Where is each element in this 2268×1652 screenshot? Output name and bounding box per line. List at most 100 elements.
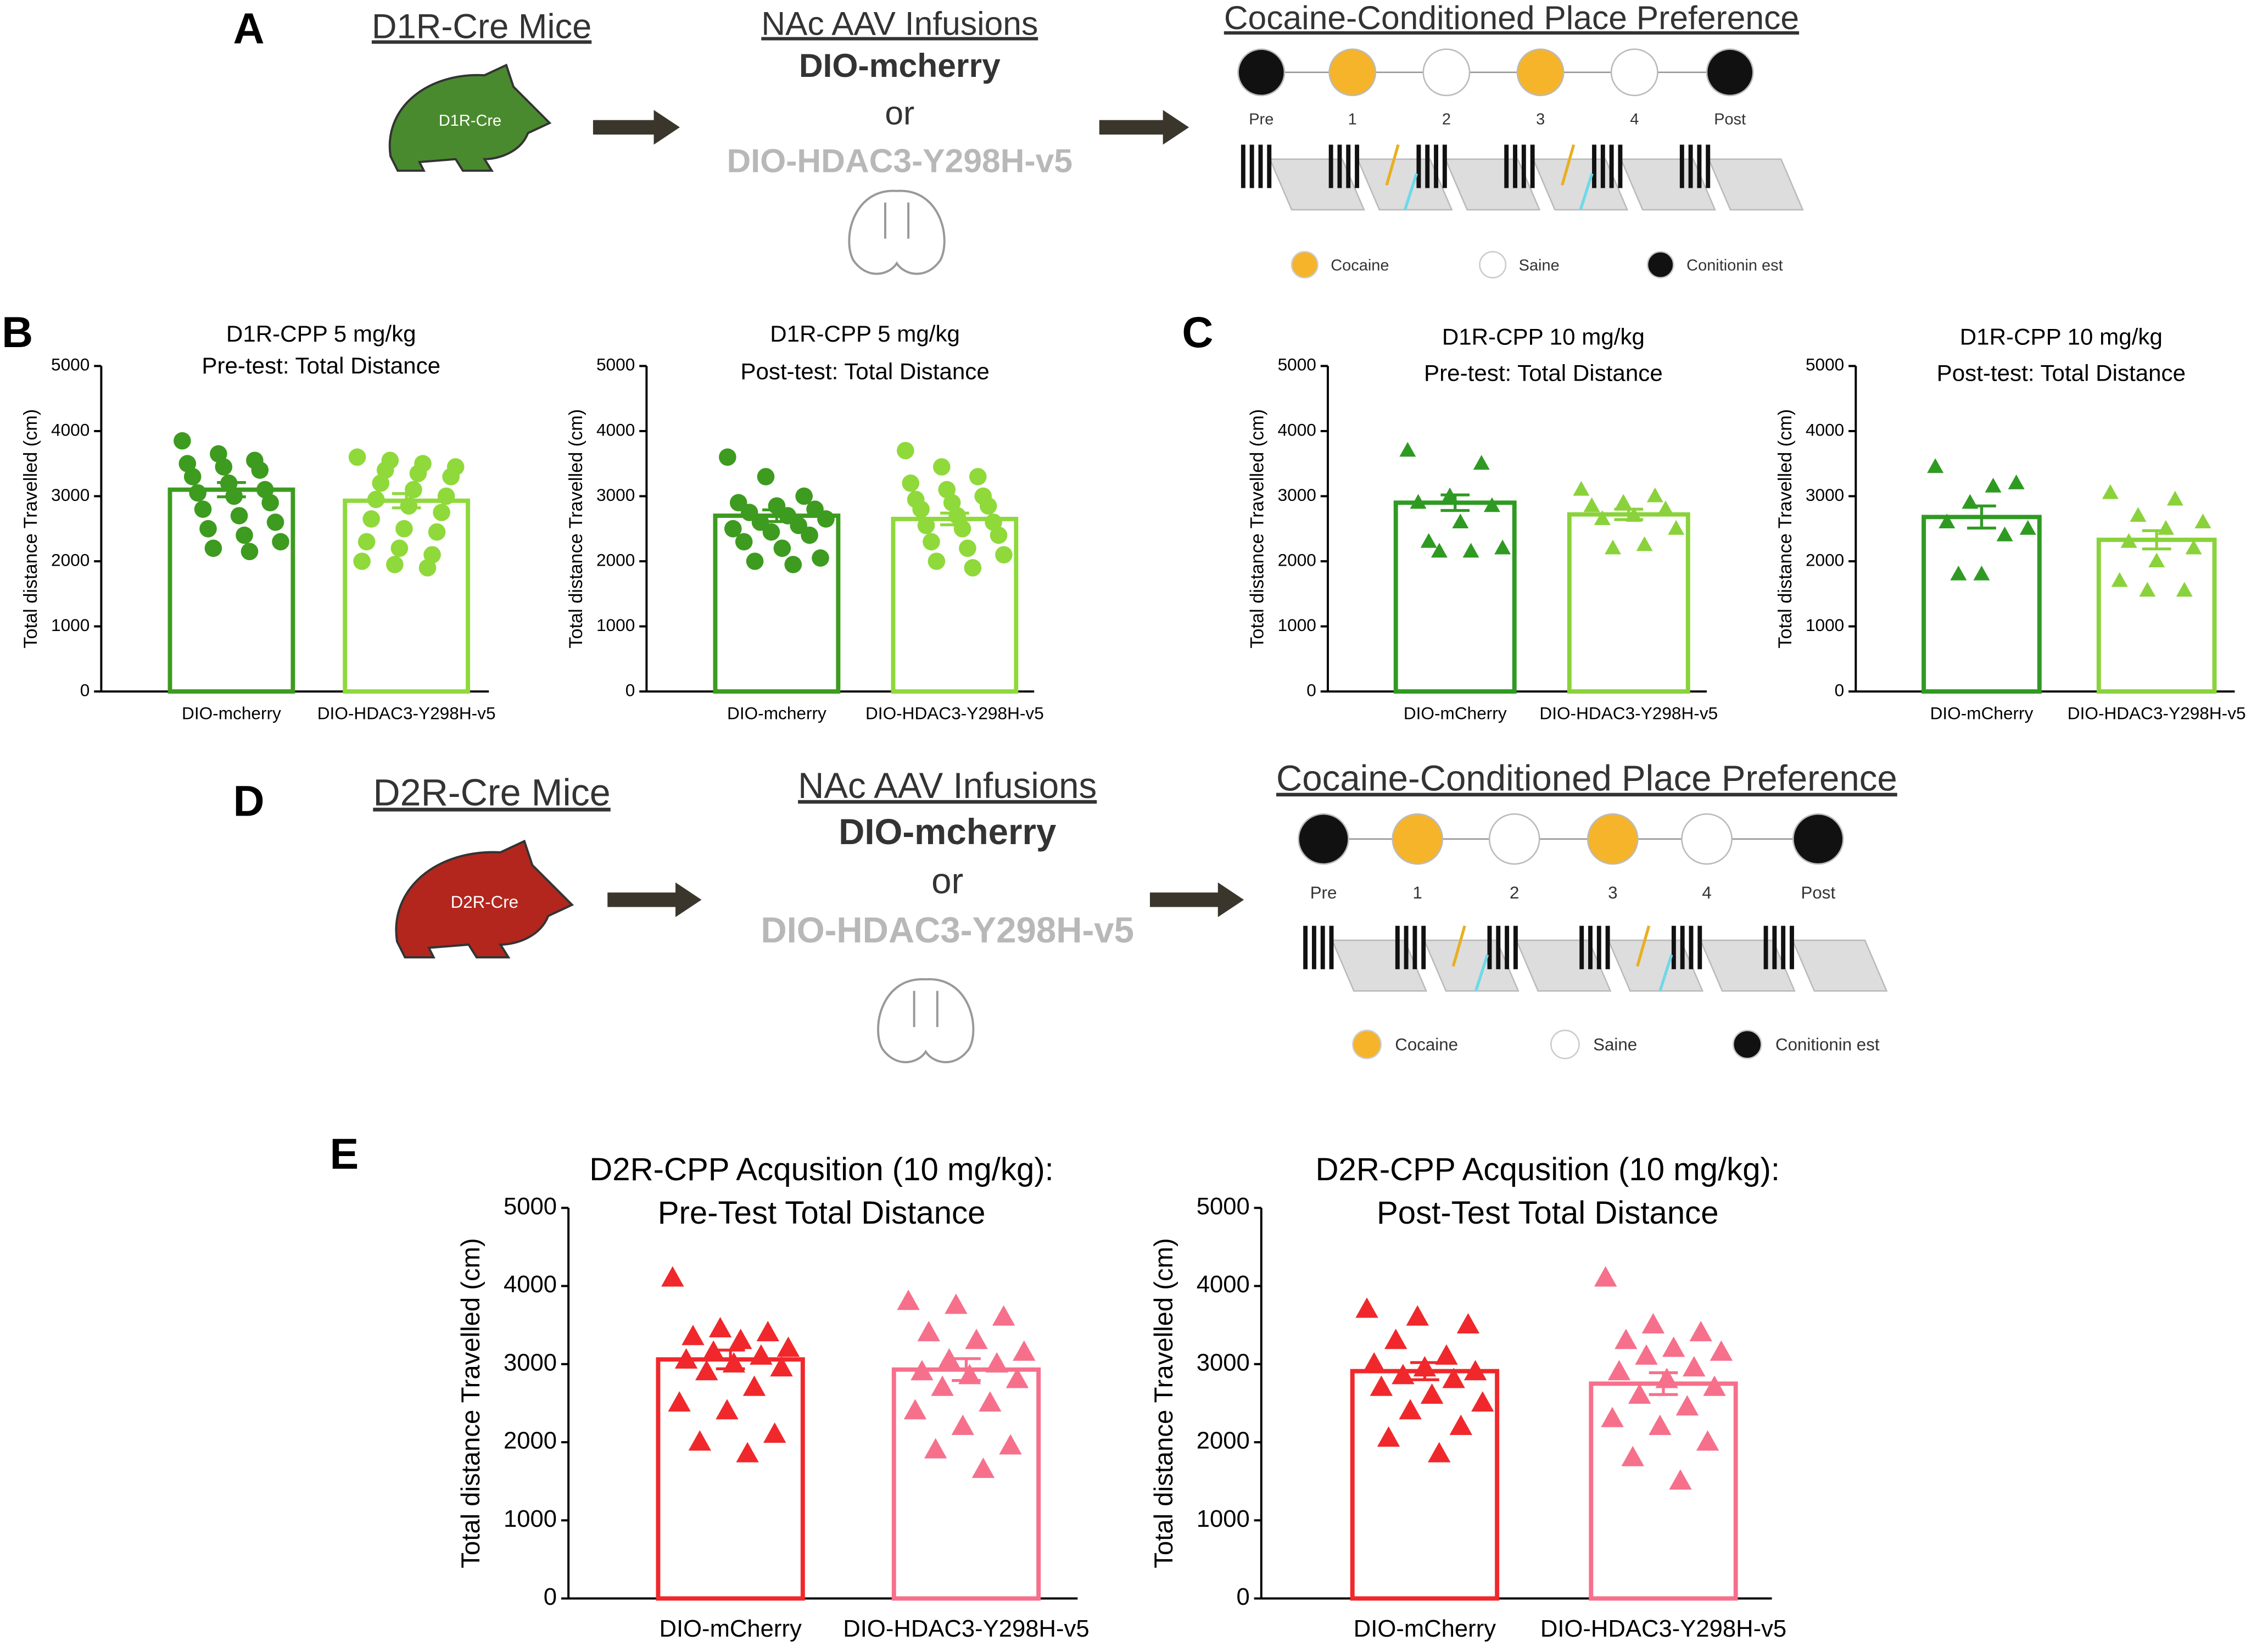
cpp-box [1791, 939, 1888, 992]
panel-label: B [2, 308, 33, 356]
data-point [183, 468, 202, 485]
chart: D2R-CPP Acqusition (10 mg/kg): Post-Test … [1149, 1152, 1786, 1642]
data-point [1462, 543, 1479, 558]
syringe [1579, 173, 1594, 210]
cpp-box [1699, 939, 1796, 992]
cpp-stripe [1588, 925, 1593, 969]
cpp-box [1331, 939, 1428, 992]
data-point [784, 556, 802, 573]
data-point [724, 520, 742, 538]
data-point [702, 1340, 725, 1361]
data-point [992, 1305, 1015, 1326]
data-point [1431, 543, 1448, 558]
data-point [912, 500, 930, 518]
chart-subtitle: Pre-Test Total Distance [658, 1195, 986, 1231]
data-point [400, 497, 418, 515]
cpp-stripe [1772, 925, 1777, 969]
data-point [256, 481, 274, 499]
data-point [215, 458, 233, 476]
cpp-stripe [1605, 925, 1610, 969]
data-point [1463, 1360, 1487, 1381]
day-label: 3 [1536, 110, 1545, 128]
cpp-stripe [1697, 925, 1702, 969]
data-point [1973, 565, 1990, 581]
data-point [817, 510, 835, 528]
legend-dot [1732, 1029, 1762, 1059]
chart-subtitle: Pre-test: Total Distance [202, 353, 440, 378]
y-axis-label: Total distance Travelled (cm) [566, 409, 586, 649]
y-tick-label: 4000 [51, 420, 90, 439]
data-point [1683, 1356, 1706, 1377]
data-point [1420, 1383, 1444, 1404]
y-tick-label: 3000 [1278, 485, 1316, 505]
data-point [933, 458, 951, 476]
cpp-stripe [1790, 925, 1794, 969]
x-tick-label: DIO-mCherry [1930, 704, 2034, 723]
data-point [1927, 458, 1944, 473]
mouse-icon [388, 63, 552, 172]
data-point [1435, 1344, 1458, 1365]
data-point [917, 1321, 941, 1342]
day-label: 1 [1413, 883, 1422, 902]
cpp-box [1515, 939, 1612, 992]
cpp-stripe [1680, 925, 1685, 969]
data-point [1442, 1368, 1465, 1388]
timeline-dot [1610, 48, 1658, 97]
y-tick-label: 2000 [1197, 1428, 1250, 1454]
data-point [1985, 477, 2002, 493]
chart: D1R-CPP 10 mg/kg Post-test: Total Distanc… [1775, 323, 2246, 723]
schematic: D1R-Cre Mice D1R-Cre NAc AAV Infusions DIO-… [372, 0, 1804, 279]
data-point [945, 1293, 968, 1314]
data-point [688, 1430, 712, 1451]
cpp-stripe [1421, 925, 1426, 969]
syringe [1636, 925, 1651, 967]
data-point [1607, 1360, 1631, 1381]
mouse-label: D2R-Cre [451, 892, 518, 912]
y-tick-label: 1000 [596, 615, 635, 635]
day-label: 2 [1442, 110, 1451, 128]
data-point [958, 1364, 981, 1385]
data-point [362, 510, 380, 528]
data-point [1655, 1368, 1678, 1388]
data-point [716, 1399, 739, 1420]
timeline-dot [1392, 813, 1444, 865]
data-point [979, 497, 997, 515]
data-point [1384, 1329, 1407, 1349]
data-point [773, 539, 791, 557]
timeline-dot [1706, 48, 1754, 97]
data-point [1703, 1375, 1726, 1396]
data-point [2185, 539, 2202, 555]
data-point [1362, 1352, 1386, 1373]
data-point [1377, 1426, 1400, 1447]
chart-title: D2R-CPP Acqusition (10 mg/kg): [589, 1152, 1054, 1187]
chart: D1R-CPP 5 mg/kg Post-test: Total Distance… [566, 321, 1044, 723]
arrow [1149, 882, 1244, 917]
data-point [1370, 1375, 1393, 1396]
mouse-label: D1R-Cre [439, 112, 501, 130]
data-point [923, 533, 940, 551]
legend-dot [1479, 251, 1507, 279]
data-point [757, 468, 775, 485]
cpp-stripe [1337, 144, 1342, 188]
data-point [979, 1391, 1002, 1412]
data-point [1594, 1266, 1617, 1287]
data-point [1594, 510, 1611, 526]
cpp-stripe [1618, 144, 1623, 188]
y-tick-label: 3000 [51, 485, 90, 505]
data-point [1471, 1391, 1494, 1412]
data-point [1621, 1446, 1644, 1466]
cpp-stripe [1689, 925, 1694, 969]
or-label: or [885, 94, 914, 132]
data-point [1013, 1340, 1036, 1361]
data-point [1950, 565, 1967, 581]
timeline-dot [1681, 813, 1733, 865]
data-point [902, 474, 920, 492]
cpp-stripe [1416, 144, 1421, 188]
y-tick-label: 4000 [1278, 420, 1316, 439]
data-point [756, 1321, 780, 1342]
data-point [348, 448, 366, 466]
y-axis-label: Total distance Travelled (cm) [20, 409, 41, 649]
data-point [742, 1375, 766, 1396]
cpp-stripe [1434, 144, 1439, 188]
legend-dot [1646, 251, 1674, 279]
